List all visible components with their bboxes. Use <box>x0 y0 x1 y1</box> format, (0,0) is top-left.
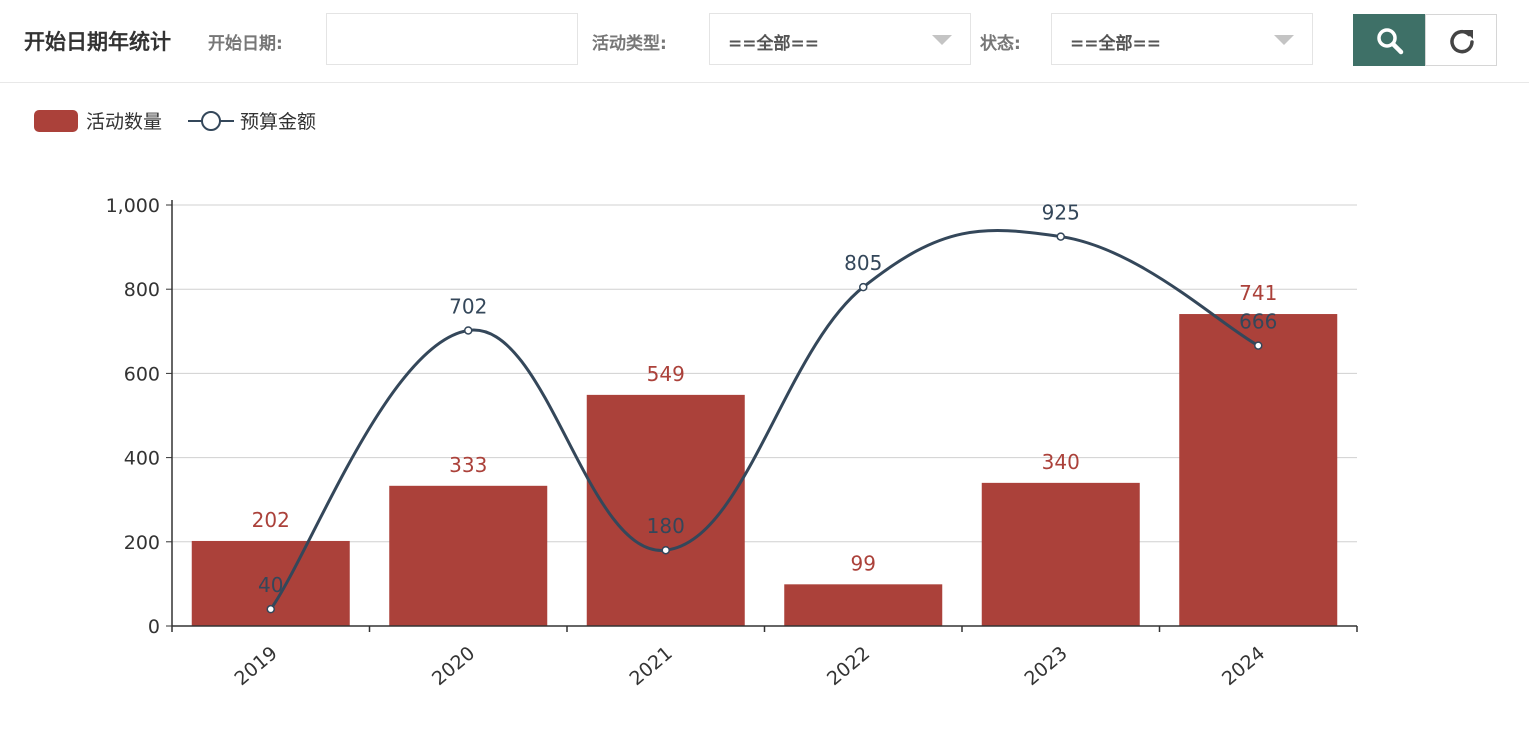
bar-data-label: 340 <box>1042 450 1080 474</box>
bar <box>586 394 745 626</box>
legend-label: 预算金额 <box>240 111 317 133</box>
start-date-input[interactable] <box>326 13 578 65</box>
legend-swatch-bar <box>34 110 78 132</box>
line-data-label: 925 <box>1042 201 1080 225</box>
x-tick-label: 2022 <box>823 642 874 690</box>
refresh-icon <box>1450 29 1474 54</box>
bar <box>981 482 1140 626</box>
legend-swatch-line <box>188 111 234 131</box>
search-icon <box>1377 28 1404 55</box>
y-tick-label: 400 <box>124 448 160 470</box>
bar <box>1179 314 1338 626</box>
x-tick-label: 2020 <box>428 642 479 690</box>
activity-type-value: ==全部== <box>728 34 819 54</box>
line-data-label: 805 <box>844 251 882 275</box>
line-data-label: 702 <box>449 294 487 318</box>
line-point <box>661 545 670 555</box>
status-select[interactable]: ==全部== <box>1051 13 1313 65</box>
line-point <box>266 604 275 614</box>
bar <box>389 485 548 626</box>
bar-data-label: 333 <box>449 453 487 477</box>
legend-label: 活动数量 <box>86 111 163 133</box>
activity-type-select[interactable]: ==全部== <box>709 13 971 65</box>
line-data-label: 666 <box>1239 310 1277 334</box>
chevron-down-icon <box>932 35 952 45</box>
filter-toolbar: 开始日期年统计 开始日期: 活动类型: ==全部== 状态: ==全部== <box>0 0 1529 83</box>
line-point <box>1254 341 1263 350</box>
x-tick-label: 2019 <box>230 642 281 690</box>
activity-type-label: 活动类型: <box>592 34 667 54</box>
bar-data-label: 549 <box>647 362 685 386</box>
status-label: 状态: <box>980 34 1021 54</box>
chevron-down-icon <box>1274 35 1294 45</box>
page-title: 开始日期年统计 <box>24 30 171 54</box>
refresh-button[interactable] <box>1425 14 1497 66</box>
status-value: ==全部== <box>1070 34 1161 54</box>
bar-data-label: 202 <box>252 508 290 532</box>
search-button[interactable] <box>1353 14 1425 66</box>
y-tick-label: 200 <box>124 532 160 554</box>
y-tick-label: 1,000 <box>106 195 160 217</box>
line-data-label: 180 <box>647 514 685 538</box>
x-tick-label: 2023 <box>1020 642 1071 690</box>
start-date-label: 开始日期: <box>208 34 283 54</box>
y-tick-label: 0 <box>148 616 160 638</box>
bar <box>784 584 943 626</box>
line-data-label: 40 <box>258 573 283 597</box>
y-tick-label: 600 <box>124 363 160 385</box>
x-tick-label: 2024 <box>1218 642 1269 690</box>
bar-data-label: 741 <box>1239 281 1277 305</box>
bar-data-label: 99 <box>851 551 876 575</box>
line-point <box>464 326 473 335</box>
y-tick-label: 800 <box>124 279 160 301</box>
x-tick-label: 2021 <box>625 642 676 690</box>
line-point <box>859 282 868 292</box>
line-point <box>1056 232 1065 241</box>
